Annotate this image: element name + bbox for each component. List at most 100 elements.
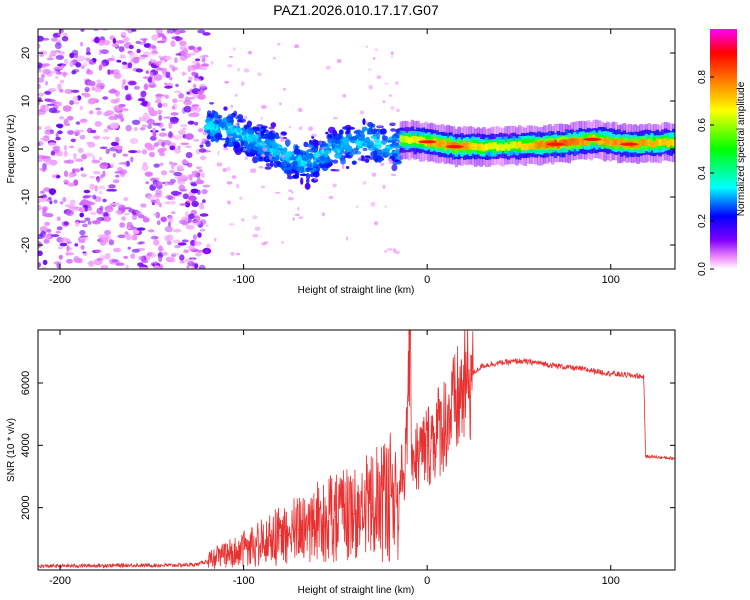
spectrogram-line-cell (405, 136, 409, 143)
spectrogram-noise-cell (140, 102, 148, 106)
snr-data-point (353, 513, 355, 515)
spectrogram-noise-cell (160, 216, 167, 223)
spectrogram-outlier-cell (365, 45, 369, 48)
spectrogram-outlier-cell (262, 147, 268, 152)
spectrogram-outlier-cell (261, 104, 267, 110)
spectrogram-noise-cell (133, 127, 138, 131)
spectrogram-line-cell (501, 144, 505, 151)
spectrogram-signal-cell (349, 152, 355, 157)
spectrogram-noise-cell (181, 239, 189, 243)
snr-data-point (261, 541, 263, 543)
spectrogram-outlier-cell (362, 181, 367, 185)
spectrogram-noise-cell (91, 86, 95, 91)
spectrogram-outlier-cell (256, 130, 259, 133)
spectrogram-noise-cell (55, 132, 59, 138)
spectrogram-signal-cell (239, 144, 244, 152)
spectrogram-line-cell (567, 139, 571, 146)
spectrogram-noise-cell (175, 83, 179, 88)
spectrogram-noise-cell (62, 105, 72, 112)
spectrogram-outlier-cell (389, 159, 393, 165)
spectrogram-noise-cell (193, 139, 200, 142)
spectrogram-noise-cell (51, 174, 58, 178)
spectrogram-noise-cell (63, 58, 69, 65)
spectrogram-noise-cell (116, 114, 123, 119)
spectrogram-noise-cell (63, 179, 70, 184)
spectrogram-signal-cell (226, 123, 232, 127)
spectrogram-noise-cell (50, 70, 59, 74)
spectrogram-outlier-cell (251, 168, 257, 173)
spectrogram-noise-cell (66, 159, 75, 164)
spectrogram-signal-cell (306, 149, 315, 153)
spectrogram-outlier-cell (298, 126, 303, 130)
spectrogram-peak-cell (620, 142, 639, 146)
spectrogram-outlier-cell (226, 181, 233, 185)
spectrogram-signal-cell (375, 155, 384, 160)
spectrogram-noise-cell (71, 70, 77, 75)
spectrogram-outlier-cell (227, 135, 234, 138)
spectrogram-noise-cell (44, 129, 53, 135)
spectrogram-noise-cell (200, 155, 207, 161)
figure-title: PAZ1.2026.010.17.17.G07 (273, 2, 439, 18)
spectrogram-noise-cell (173, 228, 182, 233)
spectrogram-line-cell (463, 142, 467, 149)
spectrogram-outlier-cell (244, 156, 248, 161)
spectrogram-line-cell (410, 136, 415, 143)
spectrogram-noise-cell (50, 142, 57, 146)
spectrogram-noise-cell (83, 194, 93, 198)
spectrogram-noise-cell (192, 83, 197, 89)
spectrogram-noise-cell (185, 145, 192, 149)
spectrogram-noise-cell (98, 190, 103, 195)
spectrogram-noise-cell (83, 92, 90, 98)
spectrogram-noise-cell (132, 57, 140, 64)
spectrogram-noise-cell (79, 105, 83, 111)
spectrogram-noise-cell (58, 254, 63, 260)
spectrogram-outlier-cell (272, 57, 276, 60)
spectrogram-outlier-cell (382, 184, 386, 189)
spectrogram-line-cell (642, 139, 646, 146)
colorbar-tick-label: 0.6 (697, 118, 708, 132)
spectrogram-noise-cell (94, 36, 100, 44)
spectrogram-noise-cell (185, 224, 195, 230)
spectrogram-noise-cell (93, 29, 99, 32)
spectrogram-signal-cell (295, 144, 299, 152)
spectrogram-signal-cell (292, 174, 300, 179)
spectrogram-noise-cell (141, 260, 149, 264)
spectrogram-outlier-cell (230, 104, 234, 108)
spectrogram-noise-cell (195, 166, 202, 170)
spectrogram-noise-cell (93, 135, 101, 140)
spectrogram-noise-cell (38, 250, 43, 257)
spectrogram-noise-cell (52, 145, 61, 151)
spectrogram-noise-cell (83, 189, 91, 194)
spectrogram-noise-cell (161, 67, 168, 75)
spectrogram-noise-cell (187, 80, 192, 83)
spectrogram-noise-cell (197, 95, 202, 100)
spectrogram-noise-cell (124, 85, 129, 91)
spectrogram-noise-cell (160, 170, 168, 176)
spectrogram-line-cell (661, 138, 665, 146)
spectrogram-noise-cell (128, 150, 138, 154)
spectrogram-noise-cell (191, 108, 196, 112)
spectrogram-outlier-cell (311, 133, 317, 137)
spectrogram-noise-cell (153, 261, 158, 265)
spectrogram-signal-cell (286, 141, 290, 148)
spectrogram-signal-cell (297, 165, 303, 173)
spectrogram-noise-cell (47, 88, 57, 92)
spectrogram-noise-cell (137, 262, 144, 267)
spectrogram-outlier-cell (257, 72, 262, 77)
spectrogram-signal-cell (244, 124, 250, 130)
spectrogram-noise-cell (41, 37, 50, 41)
spectrogram-noise-cell (52, 66, 62, 71)
spectrogram-outlier-cell (388, 94, 392, 97)
snr-y-tick-label: 2000 (20, 495, 32, 519)
spectrogram-noise-cell (189, 52, 196, 56)
spectrogram-noise-cell (76, 55, 85, 62)
spectrogram-noise-cell (191, 64, 200, 70)
spectrogram-noise-cell (86, 68, 91, 73)
spectrogram-noise-cell (179, 254, 185, 261)
spectrogram-noise-cell (66, 258, 73, 264)
spectrogram-noise-cell (80, 167, 84, 172)
spectrogram-noise-cell (44, 90, 52, 95)
spectrogram-noise-cell (159, 248, 164, 252)
spectrogram-noise-cell (190, 112, 200, 118)
spectrogram-line-cell (644, 139, 649, 146)
